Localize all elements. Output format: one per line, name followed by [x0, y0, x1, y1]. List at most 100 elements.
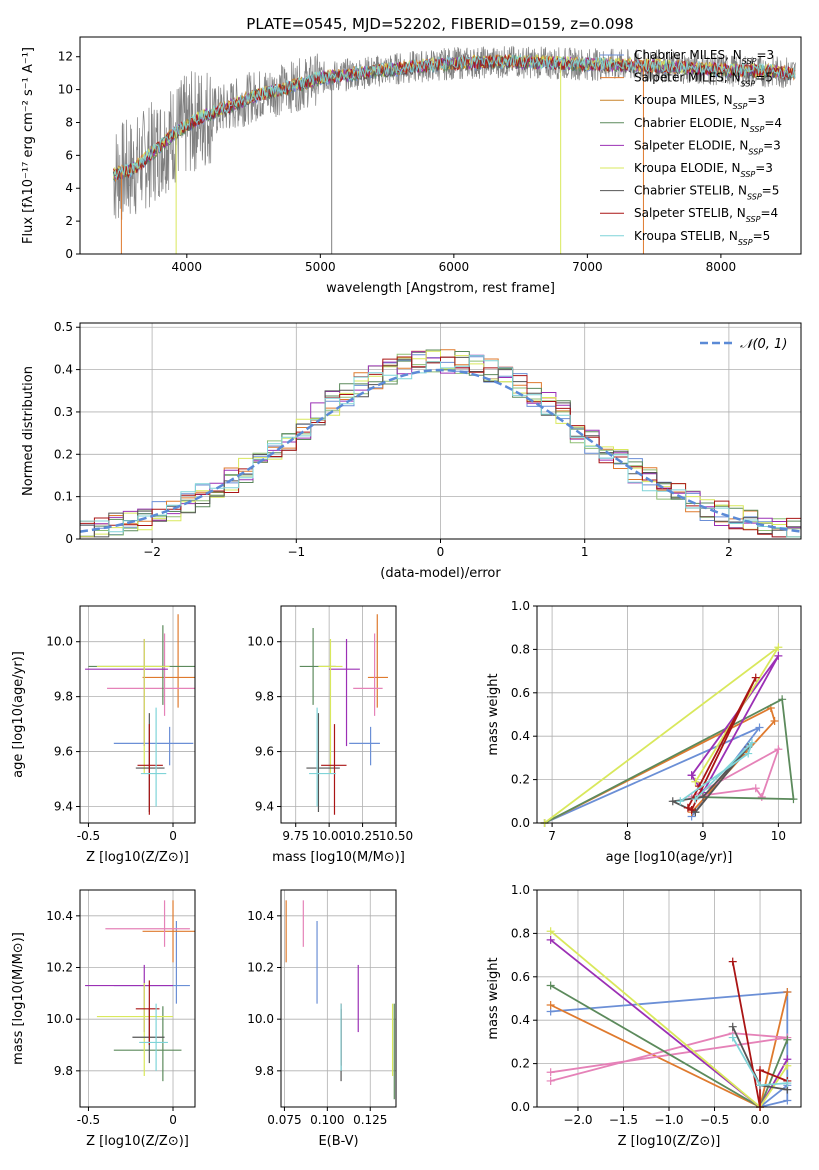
panel-massweight-vs-age: 7 8 9 10 0.0 0.2 0.4 0.6 0.8 1.0 age [log10(age/yr… [486, 599, 802, 865]
y-tick-label: 0.4 [511, 1013, 530, 1027]
x-tick-label: 10.25 [345, 829, 379, 843]
x-tick-label: 9.75 [282, 829, 309, 843]
x-tick-label: −1.5 [609, 1113, 638, 1127]
y-tick-label: 0.0 [511, 1100, 530, 1114]
mass-weight-marker [744, 749, 753, 758]
x-tick-label: 0.075 [267, 1113, 301, 1127]
x-tick-label: 5000 [305, 260, 336, 274]
y-tick-label: 10 [58, 83, 73, 97]
y-tick-label: 0.8 [511, 642, 530, 656]
mass-weight-line [550, 984, 789, 1107]
model-spectrum [112, 53, 796, 180]
y-tick-label: 0.5 [54, 320, 73, 334]
y-tick-label: 8 [65, 115, 73, 129]
mass-weight-marker [546, 1076, 555, 1085]
y-tick-label: 0.6 [511, 686, 530, 700]
y-tick-label: 10.2 [46, 961, 73, 975]
y-tick-label: 0.2 [54, 447, 73, 461]
x-tick-label: −2 [143, 545, 161, 559]
mass-weight-marker [691, 777, 700, 786]
mass-weight-marker [691, 795, 700, 804]
mass-weight-marker [698, 792, 707, 801]
axes-frame [536, 889, 802, 1108]
x-axis-label: Z [log10(Z/Z⊙)] [86, 1134, 189, 1149]
y-tick-label: 10.4 [46, 909, 73, 923]
legend-label: Chabrier MILES, NSSP=3 [634, 48, 774, 66]
y-axis-label: mass weight [486, 673, 501, 755]
residual-histogram [80, 356, 801, 538]
y-tick-label: 1.0 [511, 599, 530, 613]
mass-weight-line [550, 930, 789, 1107]
y-tick-label: 10.0 [247, 635, 274, 649]
axes-frame [280, 605, 397, 824]
legend-label: Kroupa ELODIE, NSSP=3 [634, 161, 773, 179]
y-tick-label: 9.8 [255, 690, 274, 704]
x-axis-label: E(B-V) [318, 1134, 358, 1149]
x-tick-label: 0 [437, 545, 445, 559]
chart-title: PLATE=0545, MJD=52202, FIBERID=0159, z=0… [246, 15, 633, 33]
legend-label: Kroupa STELIB, NSSP=5 [634, 229, 770, 247]
normal-curve [79, 368, 802, 533]
y-tick-label: 0.2 [511, 1057, 530, 1071]
y-tick-label: 0.4 [511, 729, 530, 743]
y-tick-label: 10.0 [46, 1012, 73, 1026]
x-tick-label: 7 [548, 829, 556, 843]
y-tick-label: 1.0 [511, 883, 530, 897]
mass-weight-marker [774, 745, 783, 754]
x-tick-label: −2.0 [563, 1113, 592, 1127]
panel-mass-vs-z: -0.5 0 9.8 10.0 10.2 10.4 Z [log10(Z/Z⊙)] mass … [11, 889, 196, 1149]
mass-weight-marker [751, 784, 760, 793]
x-tick-label: 6000 [439, 260, 470, 274]
legend-label: Chabrier STELIB, NSSP=5 [634, 184, 779, 202]
y-axis-label: age [log10(age/yr)] [11, 651, 26, 778]
x-tick-label: −0.5 [700, 1113, 729, 1127]
mass-weight-marker [728, 957, 737, 966]
panel-residuals: −2 −1 0 1 2 0 0.1 0.2 0.3 0.4 0.5 (data-model)/erro… [21, 320, 802, 581]
x-axis-label: wavelength [Angstrom, rest frame] [326, 281, 555, 296]
mass-weight-marker [755, 723, 764, 732]
legend-label: Salpeter STELIB, NSSP=4 [634, 206, 778, 224]
y-axis-label: Flux [fλ10⁻¹⁷ erg cm⁻² s⁻¹ A⁻¹] [21, 47, 36, 244]
mass-weight-marker [668, 797, 677, 806]
y-tick-label: 0 [65, 532, 73, 546]
mass-weight-line [544, 697, 795, 823]
mass-weight-marker [756, 1066, 765, 1075]
panel-spectrum: 4000 5000 6000 7000 8000 0 2 4 6 8 10 12 wavelength … [21, 36, 802, 296]
y-tick-label: 9.6 [255, 745, 274, 759]
mass-weight-marker [751, 673, 760, 682]
y-tick-label: 12 [58, 50, 73, 64]
mass-weight-marker [789, 795, 798, 804]
mass-weight-marker [783, 1096, 792, 1105]
mass-weight-marker [756, 1081, 765, 1090]
mass-weight-marker [770, 717, 779, 726]
x-tick-label: 10 [771, 829, 786, 843]
mass-weight-marker [676, 797, 685, 806]
y-tick-label: 6 [65, 148, 73, 162]
x-tick-label: −1 [287, 545, 305, 559]
y-tick-label: 0.4 [54, 363, 73, 377]
y-tick-label: 0.2 [511, 773, 530, 787]
legend-label: 𝒩(0, 1) [740, 337, 787, 352]
x-axis-label: mass [log10(M/M⊙)] [272, 850, 405, 865]
y-tick-label: 0.6 [511, 970, 530, 984]
y-tick-label: 9.4 [54, 800, 73, 814]
mass-weight-marker [546, 927, 555, 936]
y-tick-label: 9.6 [54, 745, 73, 759]
y-tick-label: 0.1 [54, 490, 73, 504]
axes-frame [79, 889, 196, 1108]
legend-label: Kroupa MILES, NSSP=3 [634, 93, 765, 111]
x-tick-label: 0.100 [310, 1113, 344, 1127]
legend-label: Chabrier ELODIE, NSSP=4 [634, 116, 782, 134]
y-tick-label: 9.4 [255, 800, 274, 814]
panel-mass-vs-ebv: 0.075 0.100 0.125 9.8 10.0 10.2 10.4 E(B-V) [247, 889, 397, 1149]
axes-frame [536, 605, 802, 824]
mass-weight-marker [687, 805, 696, 814]
mass-weight-marker [783, 1061, 792, 1070]
mass-weight-marker [546, 1068, 555, 1077]
y-tick-label: 10.2 [247, 961, 274, 975]
mass-weight-marker [546, 935, 555, 944]
mass-weight-marker [783, 1035, 792, 1044]
y-tick-label: 9.8 [255, 1064, 274, 1078]
y-tick-label: 10.0 [46, 635, 73, 649]
